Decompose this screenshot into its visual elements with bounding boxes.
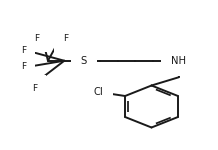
Text: F: F: [63, 34, 68, 43]
Text: Cl: Cl: [93, 87, 103, 97]
Text: S: S: [81, 56, 87, 66]
Text: F: F: [32, 84, 37, 93]
Text: F: F: [21, 46, 26, 55]
Text: F: F: [34, 34, 39, 43]
Text: F: F: [21, 62, 26, 71]
Text: NH: NH: [171, 56, 186, 66]
